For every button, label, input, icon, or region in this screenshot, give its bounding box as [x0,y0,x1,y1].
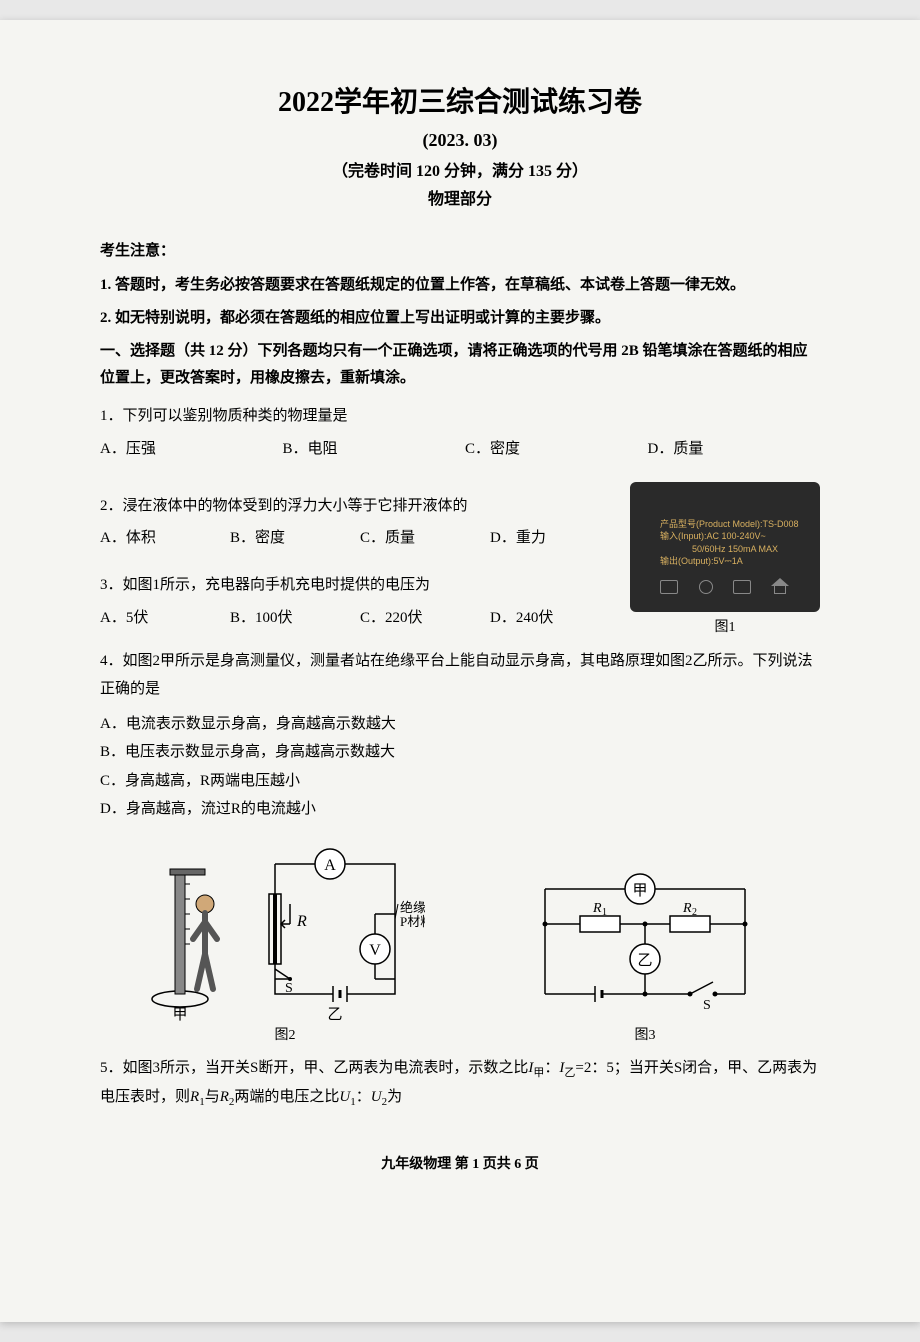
q4-text: 4．如图2甲所示是身高测量仪，测量者站在绝缘平台上能自动显示身高，其电路原理如图… [100,647,820,704]
q3-a: A．5伏 [100,606,220,627]
q3-c: C．220伏 [360,606,480,627]
section-label: 物理部分 [100,185,820,209]
charger-line3: 50/60Hz 150mA MAX [660,543,810,556]
fig2-block: 甲 A R [145,844,425,1044]
fig2-jia: 甲 [152,869,217,1023]
svg-text:R: R [592,901,602,916]
q5-R2: R [220,1089,229,1105]
charger-image: 产品型号(Product Model):TS-D008 输入(Input):AC… [630,482,820,612]
q2-q3-row: 2．浸在液体中的物体受到的浮力大小等于它排开液体的 A．体积 B．密度 C．质量… [100,482,820,637]
fig1-block: 产品型号(Product Model):TS-D008 输入(Input):AC… [630,482,820,637]
svg-text:乙: 乙 [327,1007,342,1023]
exam-meta: （完卷时间 120 分钟，满分 135 分） [100,157,820,181]
charger-icons [660,580,790,594]
q5-sub-u1: 1 [350,1096,356,1108]
q2-text: 2．浸在液体中的物体受到的浮力大小等于它排开液体的 [100,492,610,521]
fig3-caption: 图3 [515,1024,775,1044]
q3-options: A．5伏 B．100伏 C．220伏 D．240伏 [100,606,610,627]
q1-text: 1．下列可以鉴别物质种类的物理量是 [100,402,820,431]
cert-icon-4 [772,580,790,594]
notice-header: 考生注意： [100,239,820,260]
q5-U1: U [339,1089,350,1105]
svg-text:1: 1 [602,907,607,918]
exam-page: 2022学年初三综合测试练习卷 (2023. 03) （完卷时间 120 分钟，… [0,20,920,1322]
fig3-block: 甲 R 1 R 2 [515,864,775,1044]
q5-p6: 两端的电压之比 [234,1089,339,1105]
svg-text:绝缘: 绝缘 [400,900,425,915]
q4-d: D．身高越高，流过R的电流越小 [100,795,820,824]
q2-d: D．重力 [490,526,610,547]
q2-q3-left: 2．浸在液体中的物体受到的浮力大小等于它排开液体的 A．体积 B．密度 C．质量… [100,482,610,637]
q1-c: C．密度 [465,437,638,458]
svg-text:乙: 乙 [637,953,652,969]
fig1-caption: 图1 [630,616,820,636]
q5-text: 5．如图3所示，当开关S断开，甲、乙两表为电流表时，示数之比I甲：I乙=2：5；… [100,1054,820,1114]
q5-p5: 与 [205,1089,220,1105]
fig2-jia-label: 甲 [172,1007,187,1023]
exam-date: (2023. 03) [100,130,820,151]
notice-item-2: 2. 如无特别说明，都必须在答题纸的相应位置上写出证明或计算的主要步骤。 [100,305,820,332]
q5-sub-jia: 甲 [533,1067,544,1079]
svg-text:V: V [369,942,381,959]
fig2-svg: 甲 A R [145,844,425,1024]
svg-text:2: 2 [692,907,697,918]
svg-text:R: R [296,913,307,930]
section1-header: 一、选择题（共 12 分）下列各题均只有一个正确选项，请将正确选项的代号用 2B… [100,338,820,392]
charger-line2: 输入(Input):AC 100-240V~ [660,530,810,543]
q5-R1: R [190,1089,199,1105]
svg-text:P材料: P材料 [400,914,425,929]
fig3-circuit: 甲 R 1 R 2 [543,874,748,1013]
q3-b: B．100伏 [230,606,350,627]
charger-label: 产品型号(Product Model):TS-D008 输入(Input):AC… [660,518,810,568]
q1-options: A．压强 B．电阻 C．密度 D．质量 [100,437,820,458]
fig2-yi: A R V 绝缘 P材料 [269,849,425,1023]
page-footer: 九年级物理 第 1 页共 6 页 [100,1153,820,1173]
cert-icon-1 [660,580,678,594]
charger-line1: 产品型号(Product Model):TS-D008 [660,518,810,531]
q4-c: C．身高越高，R两端电压越小 [100,767,820,796]
q3-d: D．240伏 [490,606,610,627]
svg-text:R: R [682,901,692,916]
q5-p7: 为 [387,1089,402,1105]
figures-row: 甲 A R [100,844,820,1044]
svg-text:S: S [285,981,293,996]
cert-icon-3 [733,580,751,594]
notice-item-1: 1. 答题时，考生务必按答题要求在答题纸规定的位置上作答，在草稿纸、本试卷上答题… [100,272,820,299]
q2-c: C．质量 [360,526,480,547]
q1-b: B．电阻 [283,437,456,458]
q1-a: A．压强 [100,437,273,458]
q2-options: A．体积 B．密度 C．质量 D．重力 [100,526,610,547]
cert-icon-2 [699,580,713,594]
q3-text: 3．如图1所示，充电器向手机充电时提供的电压为 [100,571,610,600]
fig2-caption: 图2 [145,1024,425,1044]
q4-a: A．电流表示数显示身高，身高越高示数越大 [100,710,820,739]
q5-sub-yi: 乙 [564,1067,575,1079]
q5-p1: 5．如图3所示，当开关S断开，甲、乙两表为电流表时，示数之比 [100,1060,528,1076]
q4-options: A．电流表示数显示身高，身高越高示数越大 B．电压表示数显示身高，身高越高示数越… [100,710,820,824]
q1-d: D．质量 [648,437,821,458]
q5-U2: U [371,1089,382,1105]
page-title: 2022学年初三综合测试练习卷 [100,80,820,120]
q4-b: B．电压表示数显示身高，身高越高示数越大 [100,738,820,767]
fig3-svg: 甲 R 1 R 2 [515,864,775,1024]
svg-text:A: A [324,857,336,874]
q2-a: A．体积 [100,526,220,547]
charger-line4: 输出(Output):5V⎓1A [660,555,810,568]
q2-b: B．密度 [230,526,350,547]
svg-text:S: S [703,998,711,1013]
svg-text:甲: 甲 [632,883,647,899]
